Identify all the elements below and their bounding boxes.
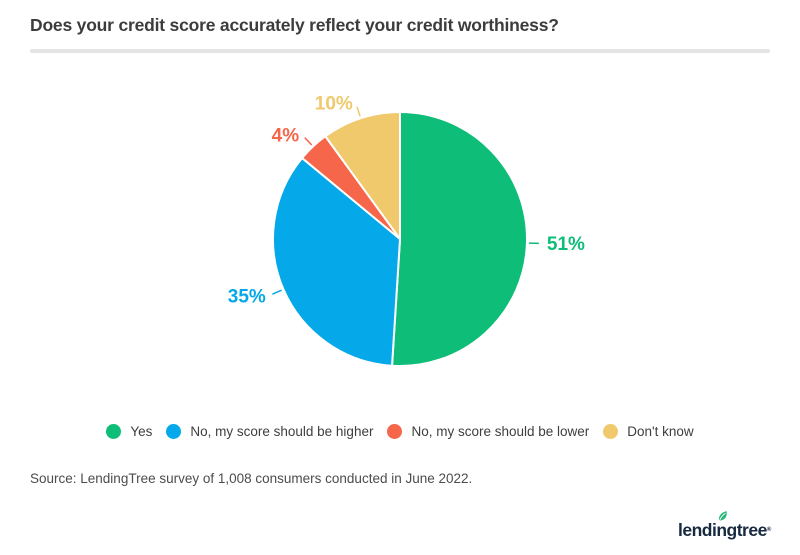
legend-dot-icon: [387, 423, 403, 439]
legend-item-don-t-know: Don't know: [603, 423, 694, 439]
pie-value-label-no-my-score-should-be-higher: 35%: [228, 286, 266, 307]
legend-item-label: Don't know: [627, 423, 694, 439]
pie-label-leader-no-my-score-should-be-lower: [304, 137, 313, 146]
page-title: Does your credit score accurately reflec…: [30, 15, 559, 35]
pie-value-label-no-my-score-should-be-lower: 4%: [272, 125, 300, 146]
pie-value-label-don-t-know: 10%: [315, 93, 353, 114]
chart-legend: Yes No, my score should be higher No, my s…: [0, 417, 800, 445]
pie-label-leader-don-t-know: [356, 106, 361, 117]
legend-dot-icon: [166, 423, 182, 439]
legend-dot-icon: [106, 423, 122, 439]
pie-value-label-yes: 51%: [547, 234, 585, 255]
pie-chart: 51% 35% 4% 10%: [228, 93, 585, 367]
title-divider: [30, 49, 770, 53]
legend-dot-icon: [603, 423, 619, 439]
pie-slice-yes: [391, 111, 528, 367]
leaf-icon: [718, 511, 727, 522]
pie-label-leader-no-my-score-should-be-higher: [272, 289, 282, 295]
source-text: Source: LendingTree survey of 1,008 cons…: [30, 471, 473, 486]
legend-item-no-my-score-should-be-lower: No, my score should be lower: [387, 423, 590, 439]
legend-item-label: Yes: [130, 423, 153, 439]
legend-item-label: No, my score should be higher: [190, 423, 374, 439]
lendingtree-logo: lendingtree®: [678, 511, 774, 546]
legend-item-label: No, my score should be lower: [411, 423, 590, 439]
legend-item-no-my-score-should-be-higher: No, my score should be higher: [166, 423, 374, 439]
pie-slice-don-t-know: [324, 111, 401, 240]
logo-wordmark: lendingtree®: [678, 520, 771, 540]
trademark-symbol: ®: [766, 527, 771, 533]
legend-item-yes: Yes: [106, 423, 153, 439]
pie-slice-no-my-score-should-be-higher: [272, 157, 401, 367]
